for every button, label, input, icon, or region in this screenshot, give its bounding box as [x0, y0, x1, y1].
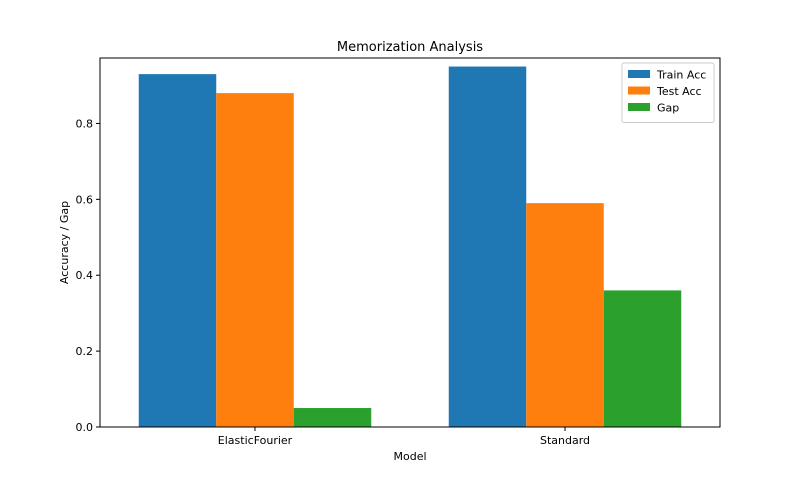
bar-test-acc-standard — [526, 203, 604, 427]
legend-label: Test Acc — [656, 85, 702, 98]
legend-swatch — [628, 86, 650, 95]
x-tick-label: Standard — [540, 434, 590, 447]
chart-title: Memorization Analysis — [337, 40, 483, 55]
y-tick-label: 0.4 — [76, 269, 94, 282]
x-tick-label: ElasticFourier — [218, 434, 293, 447]
legend-label: Train Acc — [656, 69, 706, 82]
y-axis-label: Accuracy / Gap — [58, 201, 71, 284]
bar-train-acc-elasticfourier — [138, 74, 217, 427]
legend-swatch — [628, 103, 650, 111]
bar-gap-standard — [603, 290, 682, 427]
y-tick-label: 0.2 — [76, 345, 94, 358]
x-axis-label: Model — [393, 450, 426, 463]
bar-gap-elasticfourier — [293, 408, 372, 427]
legend: Train Acc Test Acc Gap — [621, 62, 715, 123]
y-tick-label: 0.0 — [76, 421, 94, 434]
y-axis: 0.0 0.2 0.4 0.6 0.8 — [76, 117, 100, 434]
legend-label: Gap — [657, 102, 679, 115]
y-tick-label: 0.8 — [76, 117, 94, 130]
y-tick-label: 0.6 — [76, 193, 94, 206]
bar-test-acc-elasticfourier — [216, 93, 294, 427]
legend-swatch — [628, 70, 650, 78]
bar-train-acc-standard — [448, 66, 527, 427]
x-axis: ElasticFourier Standard — [218, 427, 590, 447]
bars-group — [138, 66, 682, 427]
plot-frame — [99, 57, 721, 428]
